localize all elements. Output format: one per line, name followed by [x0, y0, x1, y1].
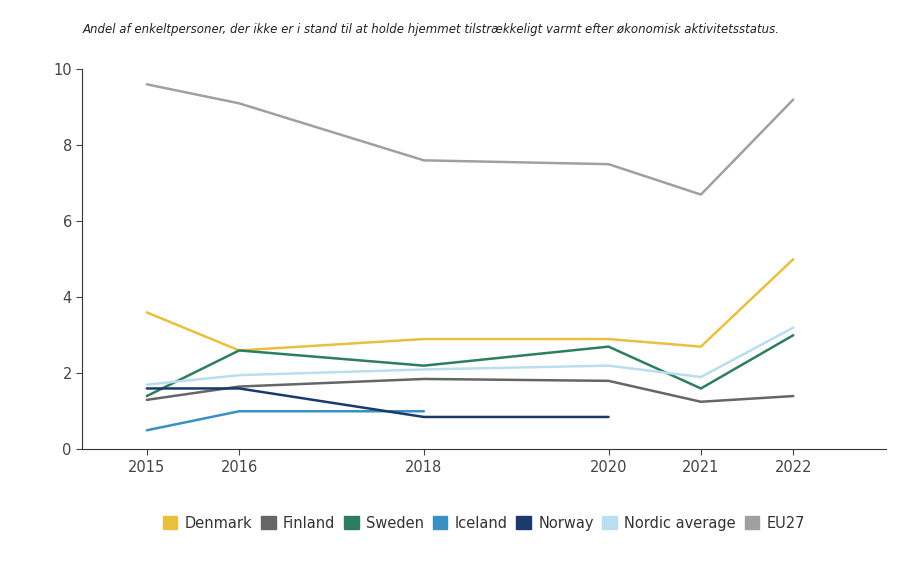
- Text: Andel af enkeltpersoner, der ikke er i stand til at holde hjemmet tilstrækkeligt: Andel af enkeltpersoner, der ikke er i s…: [82, 23, 779, 36]
- Legend: Denmark, Finland, Sweden, Iceland, Norway, Nordic average, EU27: Denmark, Finland, Sweden, Iceland, Norwa…: [157, 510, 811, 536]
